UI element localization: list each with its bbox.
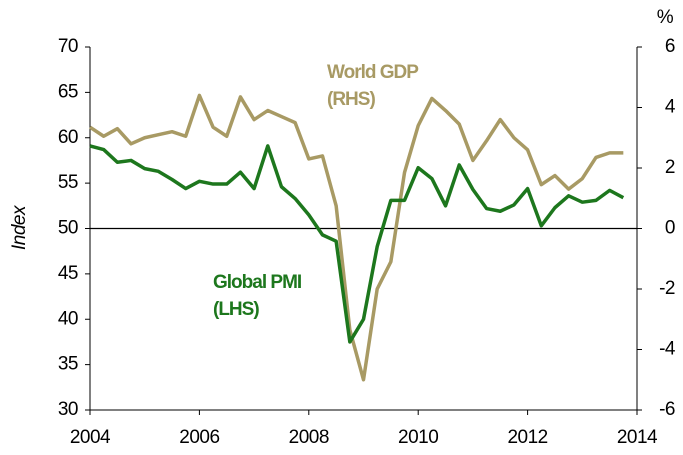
series-line — [89, 144, 625, 344]
x-tick-label: 2012 — [507, 427, 547, 448]
series-line — [89, 93, 624, 382]
x-tick-label: 2006 — [179, 427, 219, 448]
y2-tick-label: 2 — [665, 157, 675, 178]
y2-tick-label: 6 — [665, 36, 675, 57]
x-tick-label: 2014 — [617, 427, 658, 448]
y-tick-label: 40 — [58, 308, 78, 329]
x-tick-label: 2010 — [398, 427, 438, 448]
y-axis-label: Index — [9, 204, 30, 250]
y2-tick-label: -2 — [659, 278, 675, 299]
y-tick-label: 30 — [58, 399, 78, 420]
y2-tick-label: 4 — [665, 97, 676, 118]
annotation: World GDP — [327, 62, 419, 83]
y-tick-label: 60 — [58, 127, 78, 148]
y2-axis-label: % — [657, 7, 674, 28]
y-tick-label: 35 — [58, 354, 78, 375]
annotation: (RHS) — [327, 89, 375, 110]
y-tick-label: 45 — [58, 263, 78, 284]
y-tick-label: 65 — [58, 81, 78, 102]
y-tick-label: 50 — [58, 218, 78, 239]
y-tick-label: 70 — [58, 36, 78, 57]
x-tick-label: 2004 — [70, 427, 111, 448]
y2-tick-label: -6 — [659, 399, 675, 420]
annotation: Global PMI — [213, 272, 302, 293]
y2-tick-label: -4 — [659, 339, 676, 360]
x-tick-label: 2008 — [289, 427, 329, 448]
y-tick-label: 55 — [58, 172, 78, 193]
annotation: (LHS) — [213, 299, 259, 320]
y2-tick-label: 0 — [665, 218, 675, 239]
